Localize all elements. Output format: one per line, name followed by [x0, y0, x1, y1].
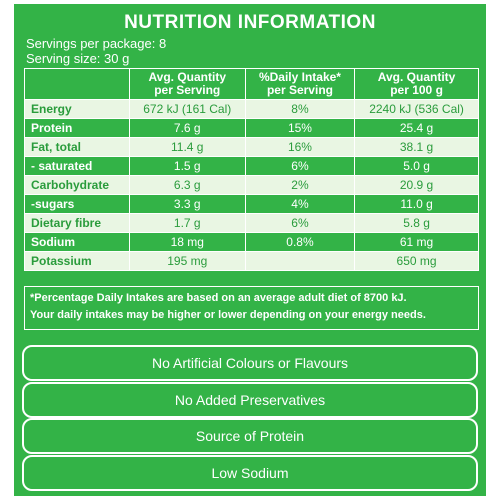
- claim: No Added Preservatives: [22, 381, 478, 418]
- header-line: per Serving: [266, 83, 333, 97]
- cell: Dietary fibre: [24, 213, 130, 233]
- cell: 4%: [244, 194, 356, 214]
- cell: 1.5 g: [128, 156, 246, 176]
- cell: 18 mg: [128, 232, 246, 252]
- cell: 38.1 g: [354, 137, 479, 157]
- cell: 25.4 g: [354, 118, 479, 138]
- cell: Fat, total: [24, 137, 130, 157]
- footnote-line: *Percentage Daily Intakes are based on a…: [30, 292, 407, 304]
- footnote: *Percentage Daily Intakes are based on a…: [24, 286, 479, 330]
- cell: 61 mg: [354, 232, 479, 252]
- cell: 5.8 g: [354, 213, 479, 233]
- cell: 2240 kJ (536 Cal): [354, 99, 479, 119]
- cell: 195 mg: [128, 251, 246, 271]
- cell: Potassium: [24, 251, 130, 271]
- cell: Carbohydrate: [24, 175, 130, 195]
- row: Fat, total 11.4 g 16% 38.1 g: [24, 137, 479, 157]
- cell: 0.8%: [244, 232, 356, 252]
- cell: Sodium: [24, 232, 130, 252]
- claim: Low Sodium: [22, 454, 478, 491]
- row: Potassium 195 mg 650 mg: [24, 251, 479, 271]
- row: Energy 672 kJ (161 Cal) 8% 2240 kJ (536 Cal…: [24, 99, 479, 119]
- cell: 672 kJ (161 Cal): [128, 99, 246, 119]
- cell: [244, 251, 356, 271]
- header-line: Avg. Quantity: [148, 70, 227, 84]
- cell: 11.4 g: [128, 137, 246, 157]
- cell: 6%: [244, 156, 356, 176]
- header-cell: [24, 68, 130, 100]
- cell: 5.0 g: [354, 156, 479, 176]
- row: - saturated 1.5 g 6% 5.0 g: [24, 156, 479, 176]
- header-cell: Avg. Quantity per 100 g: [354, 68, 479, 100]
- cell: Protein: [24, 118, 130, 138]
- row: Carbohydrate 6.3 g 2% 20.9 g: [24, 175, 479, 195]
- cell: 3.3 g: [128, 194, 246, 214]
- cell: 16%: [244, 137, 356, 157]
- cell: Energy: [24, 99, 130, 119]
- row: Sodium 18 mg 0.8% 61 mg: [24, 232, 479, 252]
- header-line: %Daily Intake*: [258, 70, 341, 84]
- cell: -sugars: [24, 194, 130, 214]
- nutrition-table: Avg. Quantity per Serving %Daily Intake* pe…: [24, 68, 479, 271]
- cell: 6%: [244, 213, 356, 233]
- header-line: per 100 g: [390, 83, 443, 97]
- claim: Source of Protein: [22, 418, 478, 454]
- serving-info: Servings per package: 8: [26, 36, 167, 51]
- cell: 20.9 g: [354, 175, 479, 195]
- header-cell: Avg. Quantity per Serving: [128, 68, 246, 100]
- row: Protein 7.6 g 15% 25.4 g: [24, 118, 479, 138]
- cell: 15%: [244, 118, 356, 138]
- cell: - saturated: [24, 156, 130, 176]
- cell: 8%: [244, 99, 356, 119]
- claim: No Artificial Colours or Flavours: [22, 345, 478, 381]
- cell: 7.6 g: [128, 118, 246, 138]
- serving-info: Serving size: 30 g: [26, 51, 130, 66]
- cell: 2%: [244, 175, 356, 195]
- row: Dietary fibre 1.7 g 6% 5.8 g: [24, 213, 479, 233]
- row: -sugars 3.3 g 4% 11.0 g: [24, 194, 479, 214]
- footnote-line: Your daily intakes may be higher or lowe…: [30, 309, 426, 321]
- header-cell: %Daily Intake* per Serving: [244, 68, 356, 100]
- cell: 11.0 g: [354, 194, 479, 214]
- cell: 6.3 g: [128, 175, 246, 195]
- cell: 1.7 g: [128, 213, 246, 233]
- header-line: per Serving: [154, 83, 221, 97]
- label: NUTRITION INFORMATION Avg. Quantity per S…: [14, 4, 486, 496]
- header-row: Avg. Quantity per Serving %Daily Intake* pe…: [24, 68, 479, 100]
- title: NUTRITION INFORMATION: [124, 12, 376, 33]
- header-line: Avg. Quantity: [377, 70, 456, 84]
- cell: 650 mg: [354, 251, 479, 271]
